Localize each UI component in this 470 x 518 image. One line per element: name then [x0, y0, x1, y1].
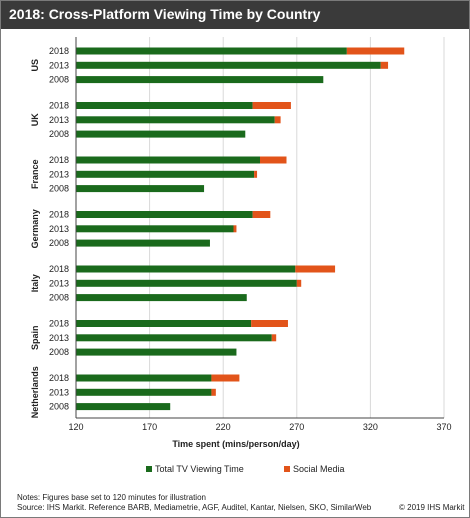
x-tick-label: 320 — [363, 422, 378, 432]
year-label: 2008 — [49, 293, 69, 303]
bar-social-media — [260, 156, 287, 164]
bar-tv-viewing — [76, 265, 296, 273]
year-label: 2018 — [49, 101, 69, 111]
year-label: 2018 — [49, 210, 69, 220]
country-label: Spain — [30, 326, 40, 351]
source-text: Source: IHS Markit. Reference BARB, Medi… — [17, 503, 372, 512]
year-label: 2008 — [49, 238, 69, 248]
bar-tv-viewing — [76, 185, 205, 193]
country-label: US — [30, 59, 40, 72]
bar-social-media — [233, 225, 237, 233]
year-label: 2013 — [49, 333, 69, 343]
bar-tv-viewing — [76, 279, 297, 287]
year-label: 2013 — [49, 387, 69, 397]
year-label: 2013 — [49, 60, 69, 70]
bar-social-media — [252, 211, 271, 218]
notes-text: Notes: Figures base set to 120 minutes f… — [17, 493, 206, 502]
bar-social-media — [271, 334, 277, 342]
year-label: 2008 — [49, 184, 69, 194]
x-tick-label: 270 — [289, 422, 304, 432]
x-axis-label: Time spent (mins/person/day) — [172, 439, 299, 449]
chart-area: 2018 2013 2008 US 2018 2013 2008 UK 2018 2013 2008… — [30, 37, 452, 474]
year-label: 2008 — [49, 129, 69, 139]
bar-social-media — [295, 265, 336, 273]
year-label: 2008 — [49, 75, 69, 85]
country-label: France — [30, 160, 40, 190]
bar-tv-viewing — [76, 156, 260, 164]
bar-social-media — [296, 279, 302, 287]
legend: Total TV Viewing Time Social Media — [146, 464, 345, 474]
bar-tv-viewing — [76, 294, 247, 302]
bar-tv-viewing — [76, 239, 210, 247]
country-label: UK — [30, 113, 40, 126]
year-label: 2018 — [49, 319, 69, 329]
bar-tv-viewing — [76, 348, 237, 356]
bar-tv-viewing — [76, 116, 275, 124]
x-tick-label: 220 — [216, 422, 231, 432]
year-label: 2018 — [49, 264, 69, 274]
year-label: 2013 — [49, 169, 69, 179]
axis-layer: 120 170 220 270 320 370 Time spent (mins/perso… — [68, 37, 452, 449]
bar-tv-viewing — [76, 403, 171, 411]
bar-tv-viewing — [76, 225, 234, 233]
bar-social-media — [211, 388, 216, 396]
country-label: Germany — [30, 209, 40, 248]
bar-social-media — [211, 374, 240, 382]
bar-tv-viewing — [76, 211, 253, 218]
legend-swatch — [284, 466, 290, 472]
bar-tv-viewing — [76, 388, 212, 396]
bar-tv-viewing — [76, 61, 381, 69]
year-label: 2013 — [49, 224, 69, 234]
year-label: 2018 — [49, 46, 69, 56]
legend-label: Social Media — [293, 464, 345, 474]
copyright-text: © 2019 IHS Markit — [399, 503, 465, 512]
bar-tv-viewing — [76, 76, 324, 84]
bar-tv-viewing — [76, 374, 212, 382]
x-tick-label: 120 — [68, 422, 83, 432]
x-tick-label: 370 — [436, 422, 451, 432]
bar-tv-viewing — [76, 102, 253, 109]
labels-layer: 2018 2013 2008 US 2018 2013 2008 UK 2018 2013 2008… — [30, 46, 69, 418]
country-label: Netherlands — [30, 366, 40, 418]
bar-social-media — [251, 320, 288, 327]
bar-social-media — [252, 102, 291, 109]
year-label: 2013 — [49, 115, 69, 125]
chart-title: 2018: Cross-Platform Viewing Time by Cou… — [9, 6, 321, 22]
country-label: Italy — [30, 274, 40, 292]
bar-tv-viewing — [76, 334, 272, 342]
legend-swatch — [146, 466, 152, 472]
bar-social-media — [254, 170, 258, 178]
bar-tv-viewing — [76, 130, 246, 138]
bar-social-media — [380, 61, 389, 69]
bar-tv-viewing — [76, 170, 255, 178]
bars-layer — [76, 47, 405, 411]
year-label: 2008 — [49, 347, 69, 357]
year-label: 2008 — [49, 402, 69, 412]
year-label: 2018 — [49, 155, 69, 165]
title-bar: 2018: Cross-Platform Viewing Time by Cou… — [1, 1, 469, 29]
year-label: 2018 — [49, 373, 69, 383]
bar-social-media — [346, 47, 405, 55]
bar-social-media — [274, 116, 281, 124]
bar-tv-viewing — [76, 47, 347, 55]
year-label: 2013 — [49, 278, 69, 288]
bar-tv-viewing — [76, 320, 252, 327]
legend-label: Total TV Viewing Time — [155, 464, 244, 474]
x-tick-label: 170 — [142, 422, 157, 432]
